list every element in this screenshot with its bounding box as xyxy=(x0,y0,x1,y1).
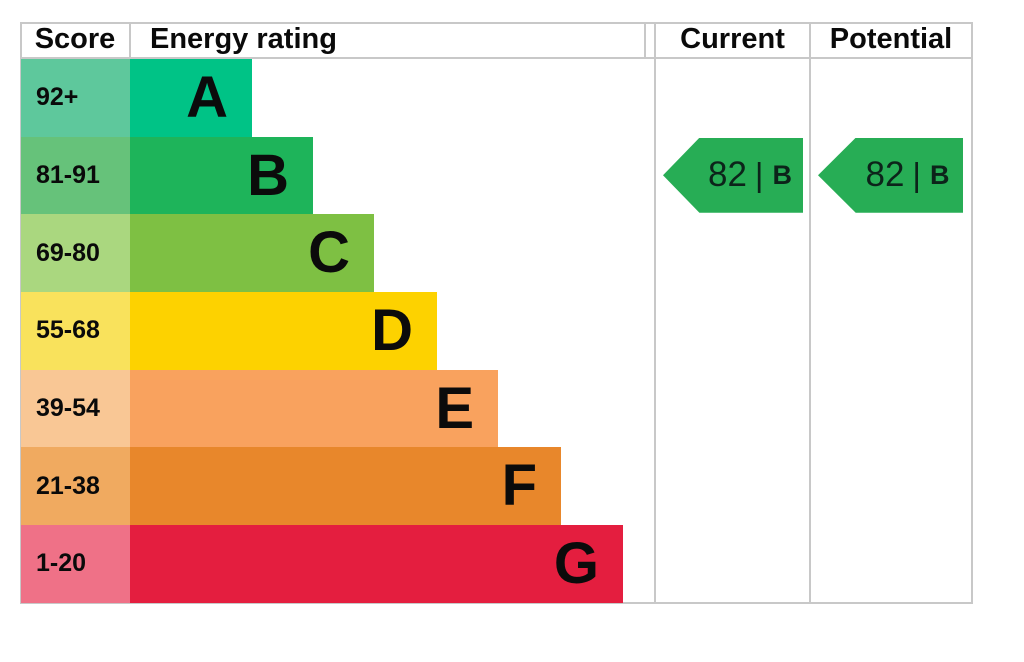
rating-bar: E xyxy=(130,369,498,448)
rating-rows: 92+ A 81-91 B 69-80 C 55-68 D 39-54 E 21… xyxy=(21,59,971,603)
header-bottom-border xyxy=(20,57,973,59)
current-score-value: 82 xyxy=(707,155,747,195)
potential-column-divider xyxy=(809,22,811,604)
rating-letter: C xyxy=(308,220,350,286)
score-range-cell: 92+ xyxy=(21,59,130,137)
rating-row: 55-68 D xyxy=(21,292,971,370)
table-top-border xyxy=(20,22,973,24)
rating-bar: A xyxy=(130,59,252,137)
rating-row: 1-20 G xyxy=(21,525,971,603)
score-range-cell: 81-91 xyxy=(21,136,130,215)
table-right-border xyxy=(971,22,973,604)
rating-row: 21-38 F xyxy=(21,447,971,526)
rating-letter: E xyxy=(435,375,474,441)
current-rating-letter: B xyxy=(772,159,793,190)
rating-letter: F xyxy=(501,453,537,519)
rating-row: 92+ A xyxy=(21,59,971,137)
rating-letter: D xyxy=(371,297,413,363)
rating-row: 69-80 C xyxy=(21,214,971,293)
table-bottom-border xyxy=(20,602,973,604)
potential-rating-letter: B xyxy=(930,159,950,190)
rating-letter: A xyxy=(186,64,228,130)
score-range-cell: 21-38 xyxy=(21,447,130,526)
rating-letter: G xyxy=(553,530,599,596)
current-column-divider xyxy=(654,22,656,604)
rating-bar: C xyxy=(130,214,374,293)
energy-rating-header: Energy rating xyxy=(150,23,337,55)
potential-column-header: Potential xyxy=(829,23,953,55)
rating-bar: D xyxy=(130,292,437,370)
score-range-cell: 1-20 xyxy=(21,525,130,603)
score-header-divider xyxy=(129,22,131,59)
badge-separator: | xyxy=(754,156,764,194)
rating-letter: B xyxy=(247,142,289,208)
energy-rating-header-divider xyxy=(644,22,646,59)
score-column-header: Score xyxy=(34,23,116,55)
score-range-cell: 39-54 xyxy=(21,369,130,448)
rating-bar: B xyxy=(130,136,313,215)
rating-bar: F xyxy=(130,447,561,526)
badge-separator: | xyxy=(912,156,921,194)
current-column-header: Current xyxy=(680,23,785,55)
rating-row: 81-91 B xyxy=(21,136,971,215)
rating-row: 39-54 E xyxy=(21,369,971,448)
score-range-cell: 69-80 xyxy=(21,214,130,293)
score-range-cell: 55-68 xyxy=(21,292,130,370)
potential-score-value: 82 xyxy=(865,155,905,195)
rating-bar: G xyxy=(130,525,623,603)
